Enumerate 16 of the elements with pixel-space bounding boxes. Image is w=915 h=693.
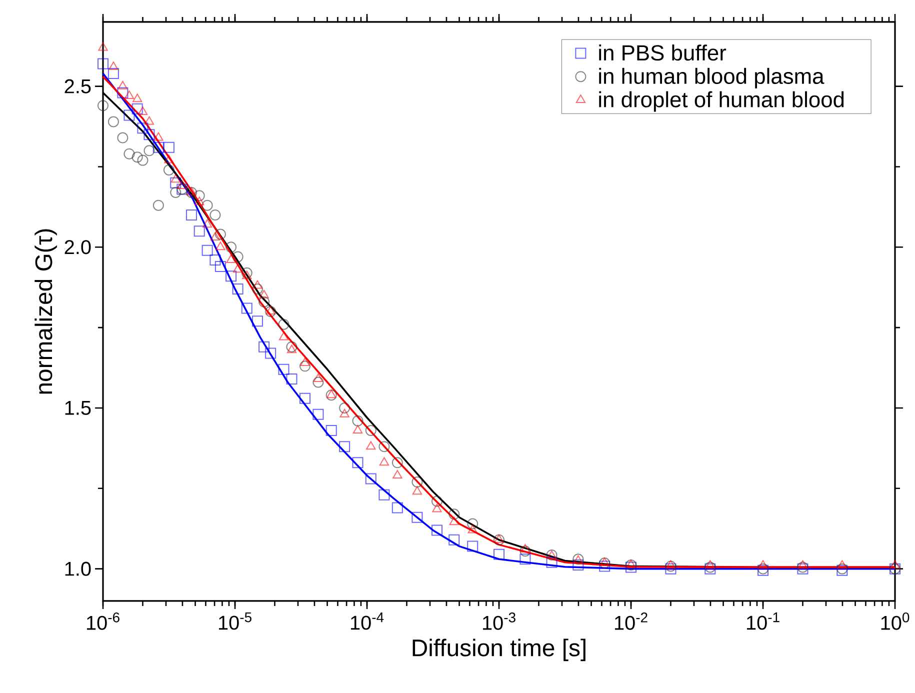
x-tick-label: 10$^{-6}$ [86, 612, 120, 630]
y-tick-label: 2.5 [64, 79, 91, 94]
x-tick-label: 10$^{-5}$ [218, 612, 252, 630]
y-tick-label: 1.0 [65, 562, 91, 576]
x-tick-label: 10$^{-1}$ [746, 612, 780, 630]
x-tick-label: 10$^{-3}$ [482, 612, 516, 630]
legend-label: in droplet of human blood [599, 91, 844, 112]
x-axis-title: Diffusion time [s] [412, 638, 586, 662]
y-tick-label: 1.5 [65, 401, 91, 415]
legend-label: in human blood plasma [599, 68, 824, 88]
y-tick-label: 2.0 [64, 240, 91, 254]
legend-label: in PBS buffer [599, 44, 726, 61]
x-tick-label: 10$^{-4}$ [350, 612, 384, 630]
x-tick-label: 10$^{0}$ [881, 612, 910, 630]
y-axis-title: normalized G(τ) [34, 229, 57, 394]
x-tick-label: 10$^{-2}$ [614, 612, 648, 630]
